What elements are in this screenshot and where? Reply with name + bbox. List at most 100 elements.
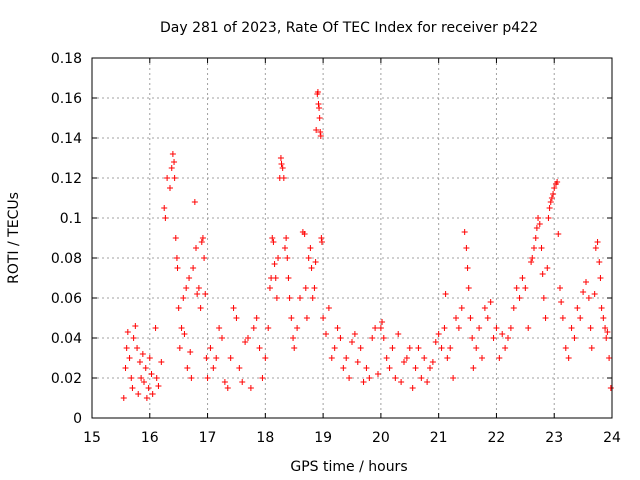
data-point — [130, 335, 137, 341]
data-point — [476, 325, 483, 331]
data-point — [510, 305, 517, 311]
data-point — [318, 239, 325, 245]
y-tick-label: 0.04 — [51, 331, 82, 347]
data-point — [129, 385, 136, 391]
data-point — [447, 345, 454, 351]
data-point — [190, 265, 197, 271]
data-point — [427, 365, 433, 371]
data-point — [149, 391, 156, 397]
data-point — [424, 379, 431, 385]
data-point — [265, 325, 272, 331]
data-point — [357, 345, 364, 351]
data-point — [551, 185, 558, 191]
data-point — [493, 325, 500, 331]
data-point — [331, 345, 338, 351]
data-point — [288, 315, 295, 321]
data-series — [120, 89, 614, 401]
data-point — [591, 291, 598, 297]
chart-title: Day 281 of 2023, Rate Of TEC Index for r… — [160, 20, 538, 36]
y-tick-label: 0.16 — [51, 91, 82, 107]
data-point — [270, 239, 277, 245]
data-point — [484, 315, 491, 321]
data-point — [122, 365, 129, 371]
data-point — [186, 275, 193, 281]
data-point — [280, 175, 287, 181]
data-point — [290, 335, 297, 341]
data-point — [161, 205, 168, 211]
data-point — [323, 331, 329, 337]
data-point — [444, 355, 451, 361]
data-point — [415, 345, 422, 351]
data-point — [188, 375, 195, 381]
data-point — [604, 329, 611, 335]
data-point — [158, 359, 165, 365]
data-point — [312, 259, 319, 265]
data-point — [139, 351, 146, 357]
data-point — [219, 335, 225, 341]
data-point — [596, 259, 603, 265]
data-point — [597, 275, 604, 281]
data-point — [313, 127, 320, 133]
data-point — [197, 305, 204, 311]
data-point — [550, 191, 557, 197]
data-point — [547, 199, 554, 205]
data-point — [380, 335, 387, 341]
data-point — [318, 235, 325, 241]
data-point — [210, 365, 217, 371]
data-point — [481, 305, 488, 311]
data-point — [135, 391, 142, 397]
data-point — [142, 365, 149, 371]
data-point — [606, 355, 613, 361]
data-point — [266, 285, 273, 291]
data-point — [146, 355, 153, 361]
data-point — [583, 279, 589, 285]
data-point — [571, 335, 578, 341]
data-point — [354, 359, 361, 365]
data-point — [227, 355, 234, 361]
data-point — [496, 355, 503, 361]
data-point — [153, 375, 160, 381]
data-point — [198, 239, 205, 245]
data-point — [169, 151, 176, 157]
data-point — [554, 179, 561, 185]
data-point — [155, 383, 162, 389]
data-point — [314, 89, 321, 95]
data-point — [555, 231, 562, 237]
data-point — [259, 375, 266, 381]
data-point — [349, 339, 355, 345]
data-point — [395, 331, 402, 337]
data-point — [337, 335, 344, 341]
data-point — [273, 295, 280, 301]
data-point — [315, 101, 322, 107]
data-point — [180, 295, 187, 301]
data-point — [594, 239, 601, 245]
data-point — [201, 255, 208, 261]
data-point — [213, 355, 220, 361]
data-point — [285, 275, 292, 281]
x-tick-label: 15 — [83, 430, 101, 446]
data-point — [531, 245, 537, 251]
data-point — [499, 331, 506, 337]
data-point — [181, 331, 188, 337]
data-point — [522, 285, 529, 291]
data-point — [546, 205, 553, 211]
data-point — [334, 325, 341, 331]
data-point — [389, 345, 396, 351]
y-tick-label: 0.14 — [51, 131, 82, 147]
data-point — [577, 315, 584, 321]
x-tick-label: 17 — [199, 430, 217, 446]
data-point — [379, 319, 386, 325]
data-point — [191, 199, 198, 205]
data-point — [536, 221, 543, 227]
data-point — [592, 245, 599, 251]
data-point — [398, 379, 405, 385]
data-point — [176, 345, 183, 351]
data-point — [120, 395, 127, 401]
data-point — [372, 325, 379, 331]
data-point — [291, 345, 298, 351]
data-point — [360, 379, 367, 385]
data-point — [383, 355, 390, 361]
x-axis-label: GPS time / hours — [290, 459, 407, 475]
data-point — [366, 375, 373, 381]
data-point — [513, 285, 520, 291]
